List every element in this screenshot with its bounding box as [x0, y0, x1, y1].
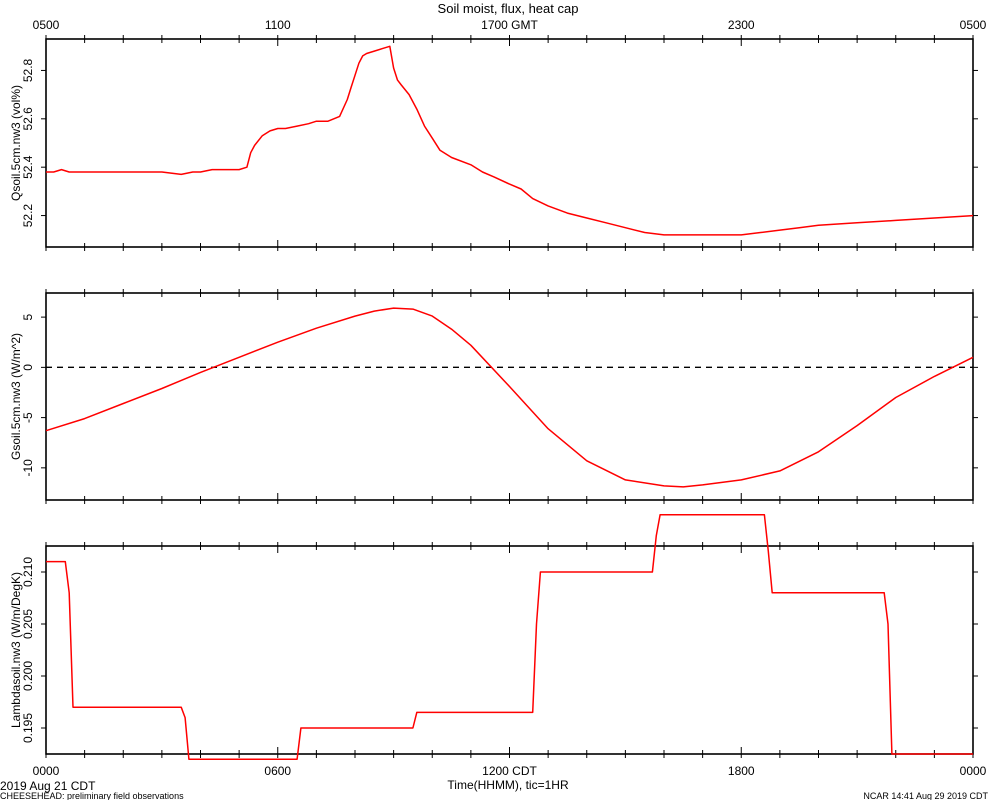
y-tick-label: 52.6	[21, 107, 35, 131]
y-tick-label: -10	[21, 459, 35, 477]
top-tick-label: 1700 GMT	[481, 18, 538, 32]
y-tick-label: 52.2	[21, 204, 35, 228]
top-axis-tick-labels: 0500 1100 1700 GMT 2300 0500	[33, 18, 987, 32]
panel-2: -10 -5 0 5 Gsoil.5cm.nw3 (W/m^2)	[9, 289, 978, 504]
bottom-tick-label: 0000	[960, 764, 987, 778]
y-tick-label: 0.205	[21, 609, 35, 639]
y-tick-label: 0	[21, 364, 35, 371]
top-tick-label: 1100	[265, 18, 291, 32]
footer-credit: NCAR 14:41 Aug 29 2019 CDT	[863, 791, 988, 800]
panel-frame	[45, 38, 974, 248]
top-tick-label: 0500	[960, 18, 987, 32]
series-line-3	[46, 514, 973, 760]
footer-project: CHEESEHEAD: preliminary field observatio…	[0, 791, 184, 800]
footer-date: 2019 Aug 21 CDT	[0, 779, 96, 793]
bottom-axis-tick-labels: 0000 0600 1200 CDT 1800 0000	[33, 764, 987, 778]
y-tick-label: 0.195	[21, 713, 35, 743]
chart-title: Soil moist, flux, heat cap	[438, 1, 579, 16]
panel-frame	[45, 292, 974, 501]
top-tick-label: 2300	[728, 18, 755, 32]
y-axis-label: Qsoil.5cm.nw3 (vol%)	[9, 85, 23, 201]
panel-1: 52.2 52.4 52.6 52.8 Qsoil.5cm.nw3 (vol%)	[9, 35, 978, 251]
x-axis-label: Time(HHMM), tic=1HR	[447, 778, 569, 792]
y-tick-label: 52.4	[21, 155, 35, 179]
y-tick-label: -5	[21, 412, 35, 423]
top-tick-label: 0500	[33, 18, 60, 32]
y-axis-label: Gsoil.5cm.nw3 (W/m^2)	[9, 333, 23, 460]
bottom-tick-label: 1800	[728, 764, 755, 778]
bottom-tick-label: 1200 CDT	[482, 764, 537, 778]
y-tick-label: 0.210	[21, 557, 35, 587]
bottom-tick-label: 0600	[264, 764, 291, 778]
y-tick-label: 5	[21, 313, 35, 320]
series-line-2	[45, 307, 974, 488]
y-tick-label: 52.8	[21, 58, 35, 82]
series-line-1	[46, 45, 974, 236]
y-tick-label: 0.200	[21, 661, 35, 691]
bottom-tick-label: 0000	[33, 764, 60, 778]
y-axis-label: Lambdasoil.nw3 (W/m/DegK)	[9, 572, 23, 728]
